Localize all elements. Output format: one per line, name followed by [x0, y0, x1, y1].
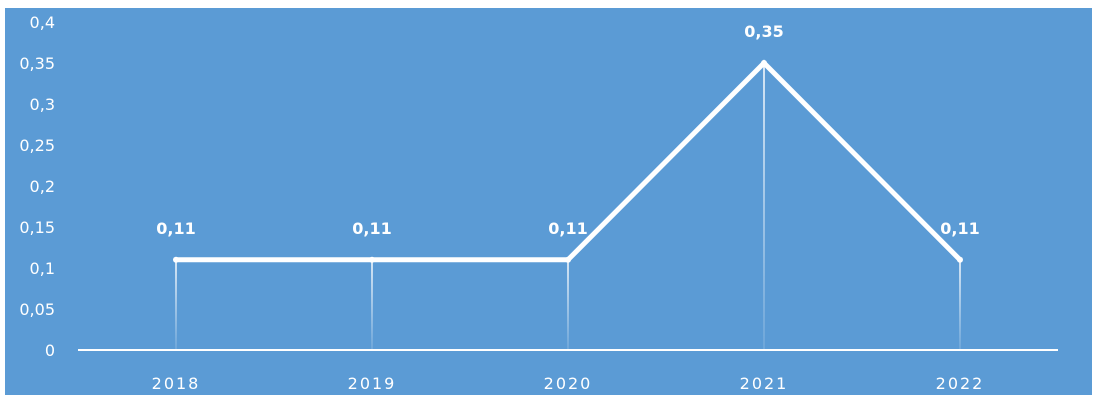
chart-background	[5, 8, 1092, 395]
y-tick-label: 0,2	[30, 177, 55, 196]
data-point	[565, 256, 571, 263]
drop-line	[567, 259, 569, 350]
y-tick-label: 0,1	[30, 259, 55, 278]
data-points	[173, 60, 963, 263]
drop-line	[175, 259, 177, 350]
data-point	[761, 60, 767, 66]
x-tick-label: 2020	[544, 374, 593, 393]
data-label: 0,11	[940, 219, 979, 238]
data-label: 0,11	[352, 219, 391, 238]
y-tick-label: 0,15	[19, 218, 55, 237]
x-tick-label: 2018	[152, 374, 201, 393]
drop-line	[371, 259, 373, 350]
x-tick-label: 2019	[348, 374, 397, 393]
y-tick-label: 0,35	[19, 54, 55, 73]
x-tick-label: 2022	[936, 374, 985, 393]
y-tick-label: 0,3	[30, 95, 55, 114]
x-axis-ticks: 2018 2019 2020 2021 2022	[152, 374, 985, 393]
data-point	[957, 256, 963, 263]
drop-lines	[175, 63, 961, 350]
data-label: 0,35	[744, 22, 783, 41]
data-labels: 0,11 0,11 0,11 0,35 0,11	[156, 22, 979, 238]
y-tick-label: 0,25	[19, 136, 55, 155]
drop-line	[959, 259, 961, 350]
y-axis-ticks: 0 0,05 0,1 0,15 0,2 0,25 0,3 0,35 0,4	[19, 13, 55, 360]
drop-line	[763, 63, 765, 350]
data-label: 0,11	[548, 219, 587, 238]
data-point	[173, 256, 179, 263]
data-point	[369, 256, 375, 263]
y-tick-label: 0	[45, 341, 55, 360]
y-tick-label: 0,05	[19, 300, 55, 319]
x-tick-label: 2021	[740, 374, 789, 393]
y-tick-label: 0,4	[30, 13, 55, 32]
data-label: 0,11	[156, 219, 195, 238]
